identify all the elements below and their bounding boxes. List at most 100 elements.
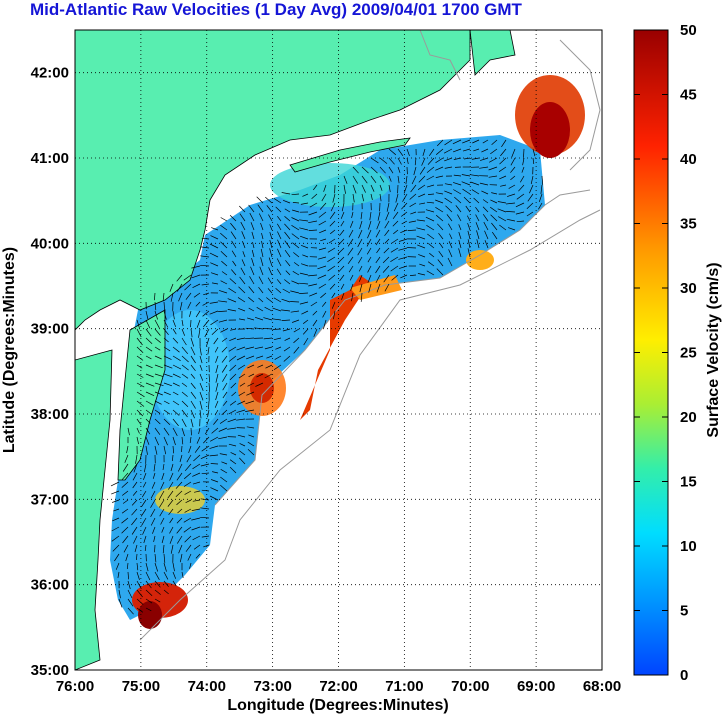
velocity-vector [498, 166, 507, 172]
velocity-vector [231, 269, 237, 276]
velocity-vector [181, 409, 188, 418]
velocity-vector [285, 270, 291, 276]
velocity-vector [249, 276, 255, 285]
colorbar-tick-label: 5 [680, 603, 688, 620]
velocity-vector [272, 328, 282, 330]
velocity-vector [414, 157, 417, 166]
velocity-vector [462, 148, 471, 152]
velocity-vector [161, 472, 165, 481]
velocity-vector [260, 248, 264, 258]
velocity-vector [181, 436, 184, 445]
velocity-vector [515, 202, 525, 208]
velocity-vector [136, 400, 145, 407]
velocity-vector [320, 238, 327, 242]
velocity-field [110, 75, 585, 629]
velocity-vector [172, 382, 180, 387]
velocity-vector [183, 526, 192, 533]
velocity-vector [122, 499, 129, 504]
velocity-vector [398, 238, 408, 242]
lon-tick-label: 71:00 [385, 678, 423, 695]
velocity-vector [320, 292, 327, 299]
velocity-vector [220, 484, 228, 492]
velocity-vector [269, 239, 273, 249]
velocity-vector [284, 337, 291, 341]
velocity-vector [470, 174, 480, 177]
velocity-vector [361, 166, 369, 174]
velocity-vector [445, 205, 453, 213]
velocity-vector [228, 287, 237, 294]
velocity-vector [462, 188, 471, 195]
velocity-vector [227, 298, 237, 303]
velocity-vector [154, 427, 161, 435]
velocity-vector [245, 400, 255, 405]
velocity-vector [255, 382, 264, 387]
velocity-vector [143, 535, 147, 544]
velocity-vector [131, 517, 138, 526]
velocity-vector [398, 247, 408, 251]
velocity-vector [413, 166, 417, 176]
colorbar-tick-label: 30 [680, 280, 697, 297]
velocity-vector [443, 148, 453, 154]
velocity-vector [299, 272, 309, 276]
velocity-vector [123, 544, 129, 553]
velocity-vector [200, 454, 210, 460]
lat-tick-label: 42:00 [31, 65, 69, 82]
velocity-vector [473, 197, 480, 204]
velocity-vector [202, 310, 210, 317]
velocity-vector [475, 206, 480, 213]
velocity-vector [133, 535, 138, 544]
velocity-vector [206, 337, 210, 347]
velocity-vector [348, 265, 354, 273]
velocity-vector [175, 490, 183, 498]
bathymetry-contour-georges [559, 39, 601, 171]
velocity-vector [333, 310, 336, 320]
velocity-vector [172, 355, 181, 361]
velocity-vector [308, 283, 318, 287]
velocity-vector [172, 427, 178, 436]
velocity-vector [154, 373, 164, 378]
velocity-vector [246, 391, 255, 396]
velocity-vector [444, 139, 453, 146]
velocity-vector [191, 265, 201, 269]
velocity-vector [220, 241, 228, 249]
velocity-vector [268, 257, 273, 267]
velocity-vector [427, 261, 435, 267]
velocity-vector [201, 472, 210, 475]
velocity-vector [521, 166, 525, 173]
velocity-vector [300, 244, 309, 249]
velocity-vector [190, 409, 195, 419]
velocity-vector [407, 247, 417, 249]
velocity-vector [499, 224, 507, 231]
colorbar-label: Surface Velocity (cm/s) [705, 262, 722, 437]
velocity-vector [184, 490, 192, 495]
velocity-vector [209, 454, 219, 457]
velocity-vector [136, 553, 138, 561]
velocity-vector [132, 490, 138, 496]
velocity-vector [112, 517, 120, 522]
velocity-vector [269, 248, 273, 258]
velocity-vector [185, 292, 192, 300]
velocity-vector [416, 227, 426, 231]
velocity-vector [242, 251, 246, 258]
velocity-vector [245, 346, 255, 350]
velocity-vector [154, 436, 160, 446]
velocity-vector [515, 211, 525, 215]
velocity-vector [257, 364, 264, 368]
velocity-vector [163, 571, 169, 580]
velocity-vector [448, 241, 453, 249]
velocity-vector [133, 463, 138, 473]
velocity-vector [215, 364, 219, 374]
velocity-vector [516, 220, 525, 223]
velocity-vector [154, 292, 156, 301]
velocity-vector [449, 233, 453, 240]
velocity-vector [321, 301, 327, 307]
velocity-vector [258, 297, 264, 303]
velocity-vector [210, 235, 219, 240]
velocity-vector [284, 231, 291, 240]
velocity-vector [446, 214, 453, 222]
velocity-vector [267, 277, 273, 285]
velocity-vector [370, 157, 379, 164]
velocity-vector [136, 607, 144, 613]
velocity-vector [172, 580, 177, 587]
velocity-vector [154, 400, 162, 405]
